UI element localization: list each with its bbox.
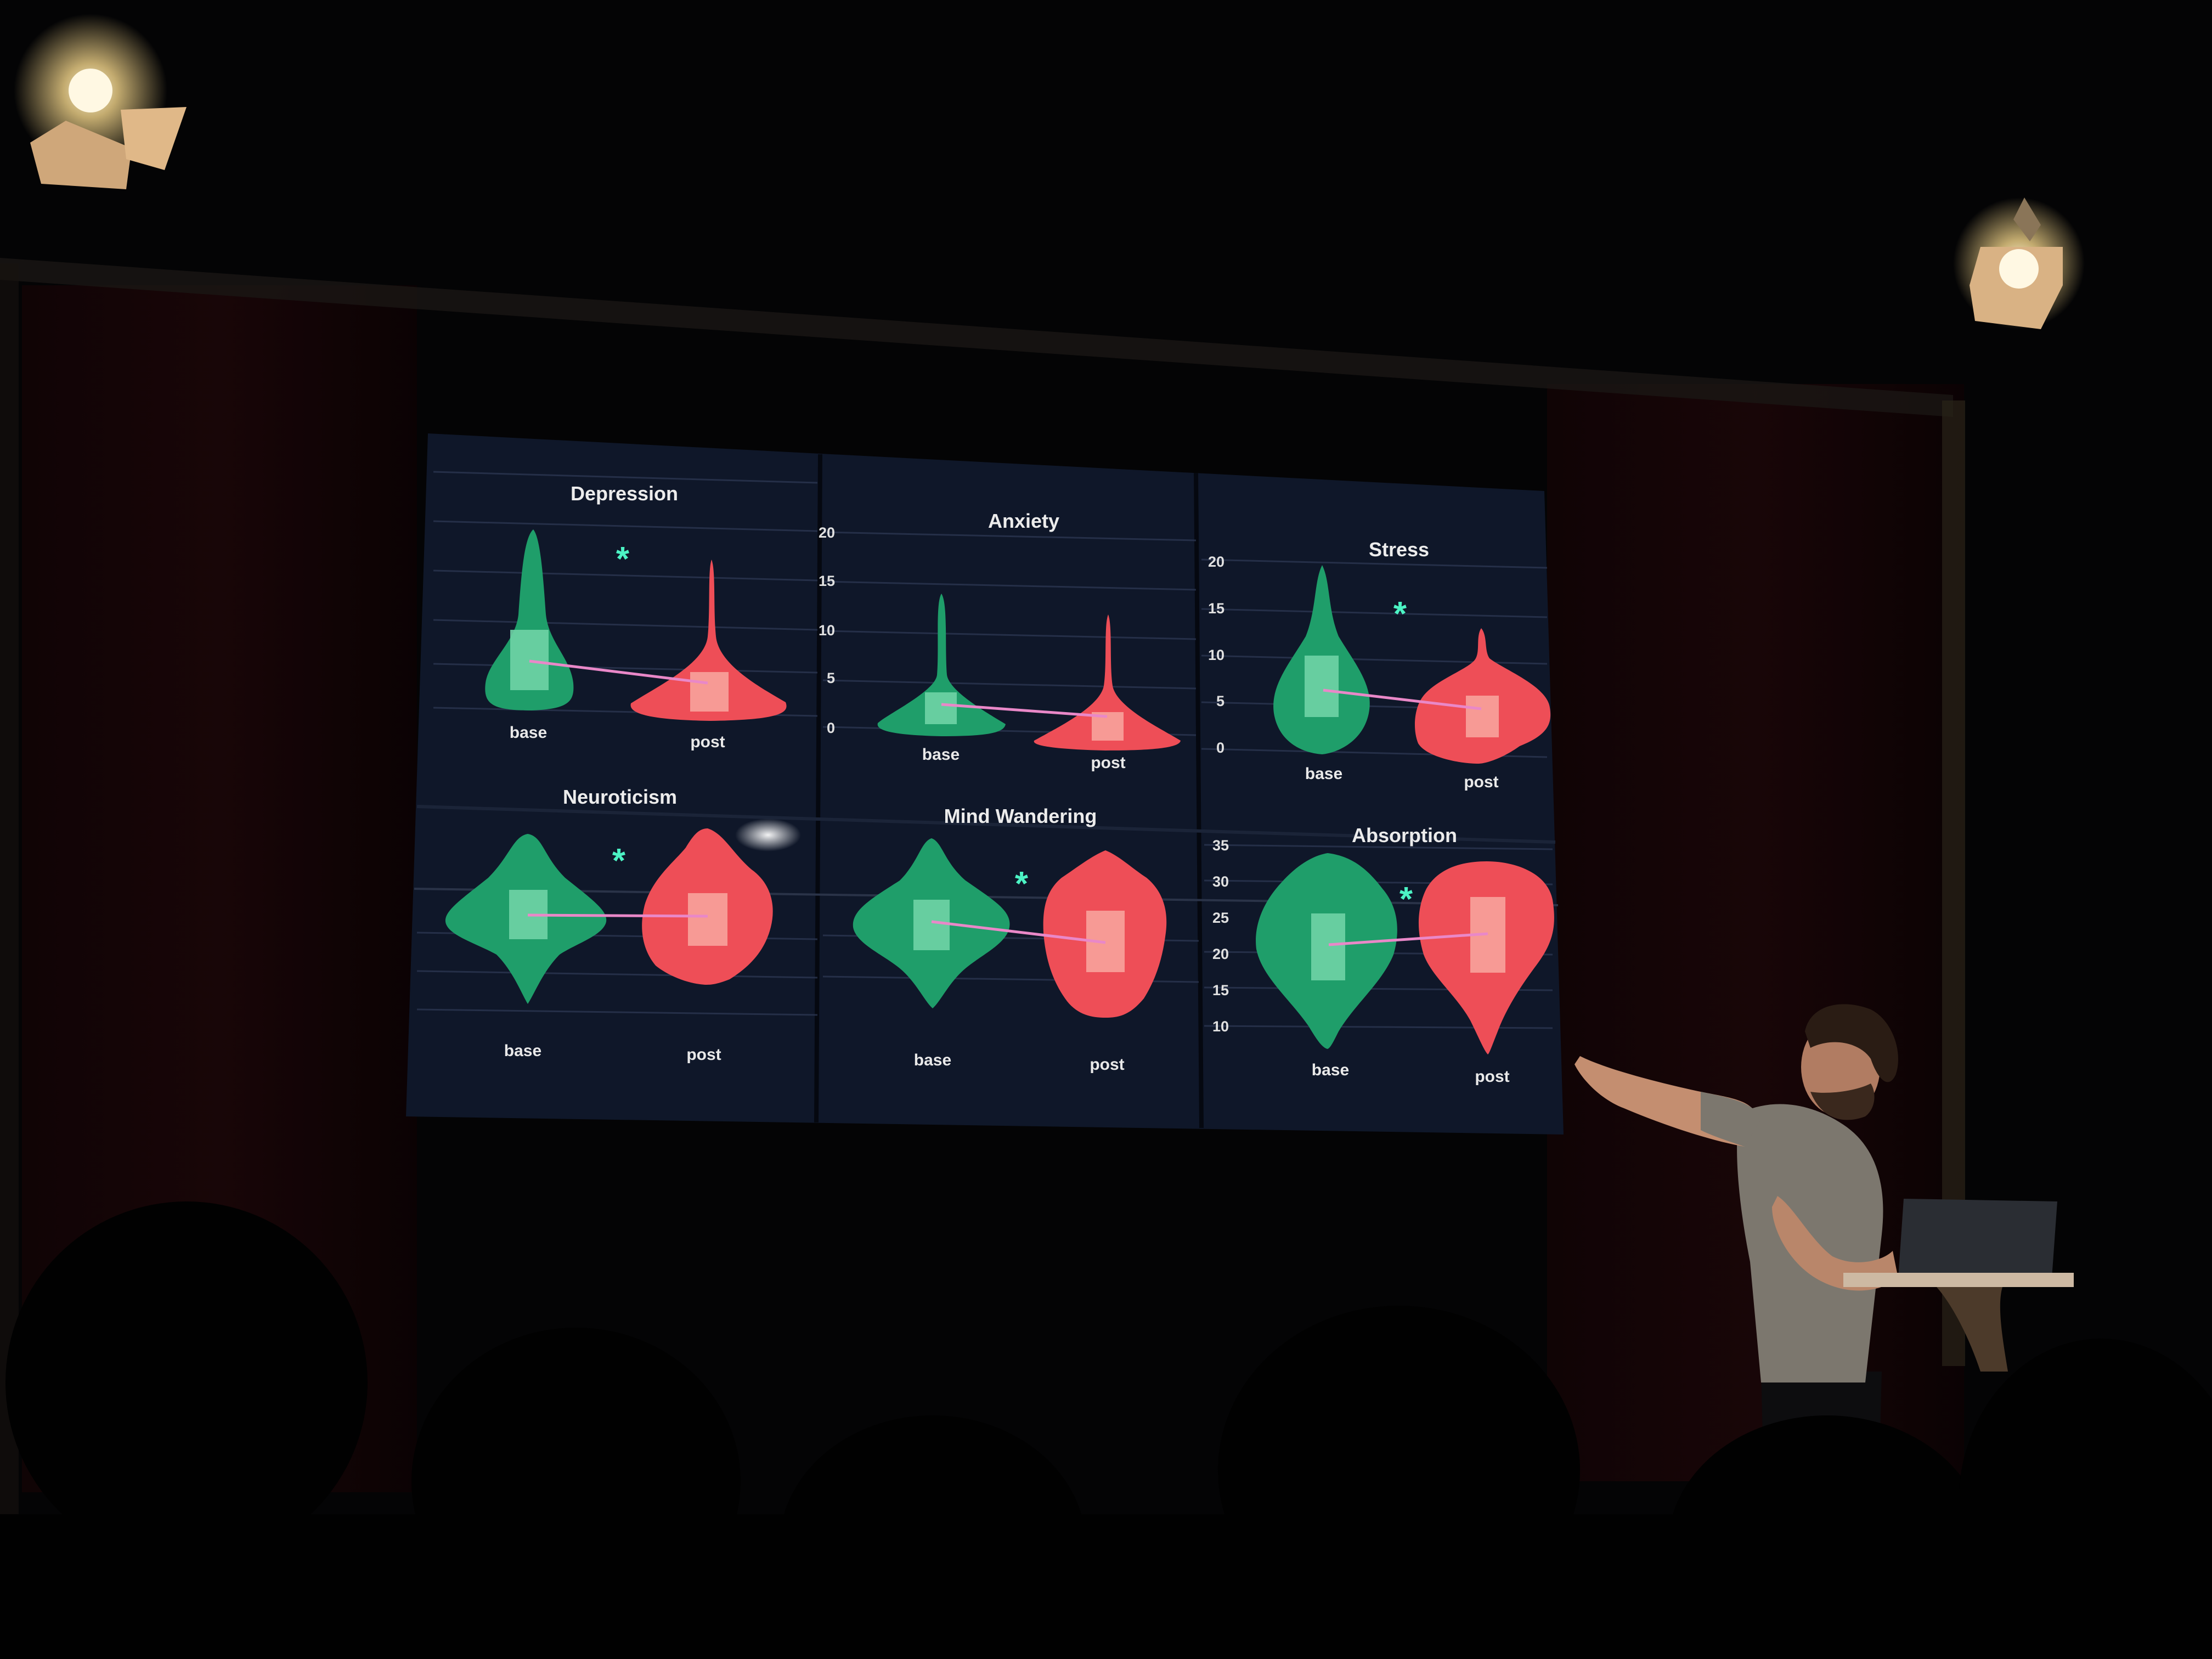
y-axis-ticks: 0 5 10 15 20 <box>819 524 835 736</box>
base-box <box>1311 913 1345 980</box>
tick-label: 20 <box>819 524 835 541</box>
base-box <box>925 692 957 724</box>
mean-line <box>529 659 708 685</box>
category-label: base <box>504 1042 541 1060</box>
post-violin <box>1034 614 1181 751</box>
tick-label: 5 <box>827 670 835 686</box>
panel-title: Anxiety <box>988 510 1059 532</box>
mean-line <box>1323 689 1482 710</box>
panel-title: Neuroticism <box>563 786 677 808</box>
post-box <box>1466 696 1499 737</box>
tick-label: 15 <box>819 573 835 589</box>
tick-label: 15 <box>1212 982 1229 998</box>
category-label: post <box>686 1046 721 1064</box>
significance-star: * <box>612 842 626 880</box>
panel-absorption: Absorption * 10 15 20 25 30 35 base post <box>1212 824 1554 1086</box>
significance-star: * <box>1393 595 1407 633</box>
significance-star: * <box>1400 881 1413 918</box>
tick-label: 20 <box>1212 946 1229 962</box>
panel-stress: Stress * 0 5 10 15 20 base post <box>1208 538 1551 791</box>
audience-silhouettes <box>0 1201 2212 1659</box>
base-box <box>913 900 950 950</box>
category-label: post <box>1475 1068 1509 1086</box>
tick-label: 35 <box>1212 837 1229 854</box>
stage-light-right-icon <box>1953 198 2085 329</box>
panel-title: Absorption <box>1352 824 1457 847</box>
base-box <box>1305 656 1339 717</box>
mean-line <box>941 703 1108 718</box>
category-label: base <box>914 1051 951 1069</box>
panel-depression: Depression * base post <box>485 482 787 751</box>
y-axis-ticks: 0 5 10 15 20 <box>1208 554 1224 756</box>
tick-label: 0 <box>1216 740 1224 756</box>
post-box <box>688 893 727 946</box>
post-box <box>690 672 729 712</box>
category-label: post <box>690 733 725 751</box>
panel-mind-wandering: Mind Wandering * base post <box>853 805 1167 1074</box>
panel-anxiety: Anxiety 0 5 10 15 20 base post <box>819 510 1181 772</box>
y-axis-ticks: 10 15 20 25 30 35 <box>1212 837 1229 1035</box>
category-label: base <box>1305 765 1342 783</box>
base-violin <box>877 594 1006 736</box>
category-label: post <box>1464 773 1498 791</box>
stage-curtains <box>0 258 1965 1525</box>
category-label: post <box>1091 754 1125 772</box>
category-label: base <box>922 746 960 764</box>
panel-neuroticism: Neuroticism * base post <box>445 786 773 1064</box>
panel-title: Mind Wandering <box>944 805 1097 827</box>
post-violin <box>630 560 787 721</box>
mean-line <box>931 920 1106 944</box>
base-violin <box>485 529 574 710</box>
stage-light-left-icon <box>14 14 187 189</box>
tick-label: 5 <box>1216 693 1224 709</box>
panel-title: Depression <box>571 482 678 505</box>
tick-label: 30 <box>1212 873 1229 890</box>
tick-label: 0 <box>827 720 835 736</box>
tick-label: 15 <box>1208 600 1224 617</box>
mean-line <box>527 913 708 918</box>
tick-label: 10 <box>819 622 835 639</box>
category-label: base <box>1312 1061 1349 1079</box>
tick-label: 20 <box>1208 554 1224 570</box>
significance-star: * <box>616 540 630 578</box>
category-label: post <box>1090 1056 1124 1074</box>
tick-label: 10 <box>1208 647 1224 663</box>
base-box <box>510 630 549 690</box>
significance-star: * <box>1015 865 1029 903</box>
tick-label: 10 <box>1212 1018 1229 1035</box>
tick-label: 25 <box>1212 910 1229 926</box>
mean-line <box>1328 932 1488 946</box>
panel-title: Stress <box>1369 538 1429 561</box>
category-label: base <box>510 724 547 742</box>
